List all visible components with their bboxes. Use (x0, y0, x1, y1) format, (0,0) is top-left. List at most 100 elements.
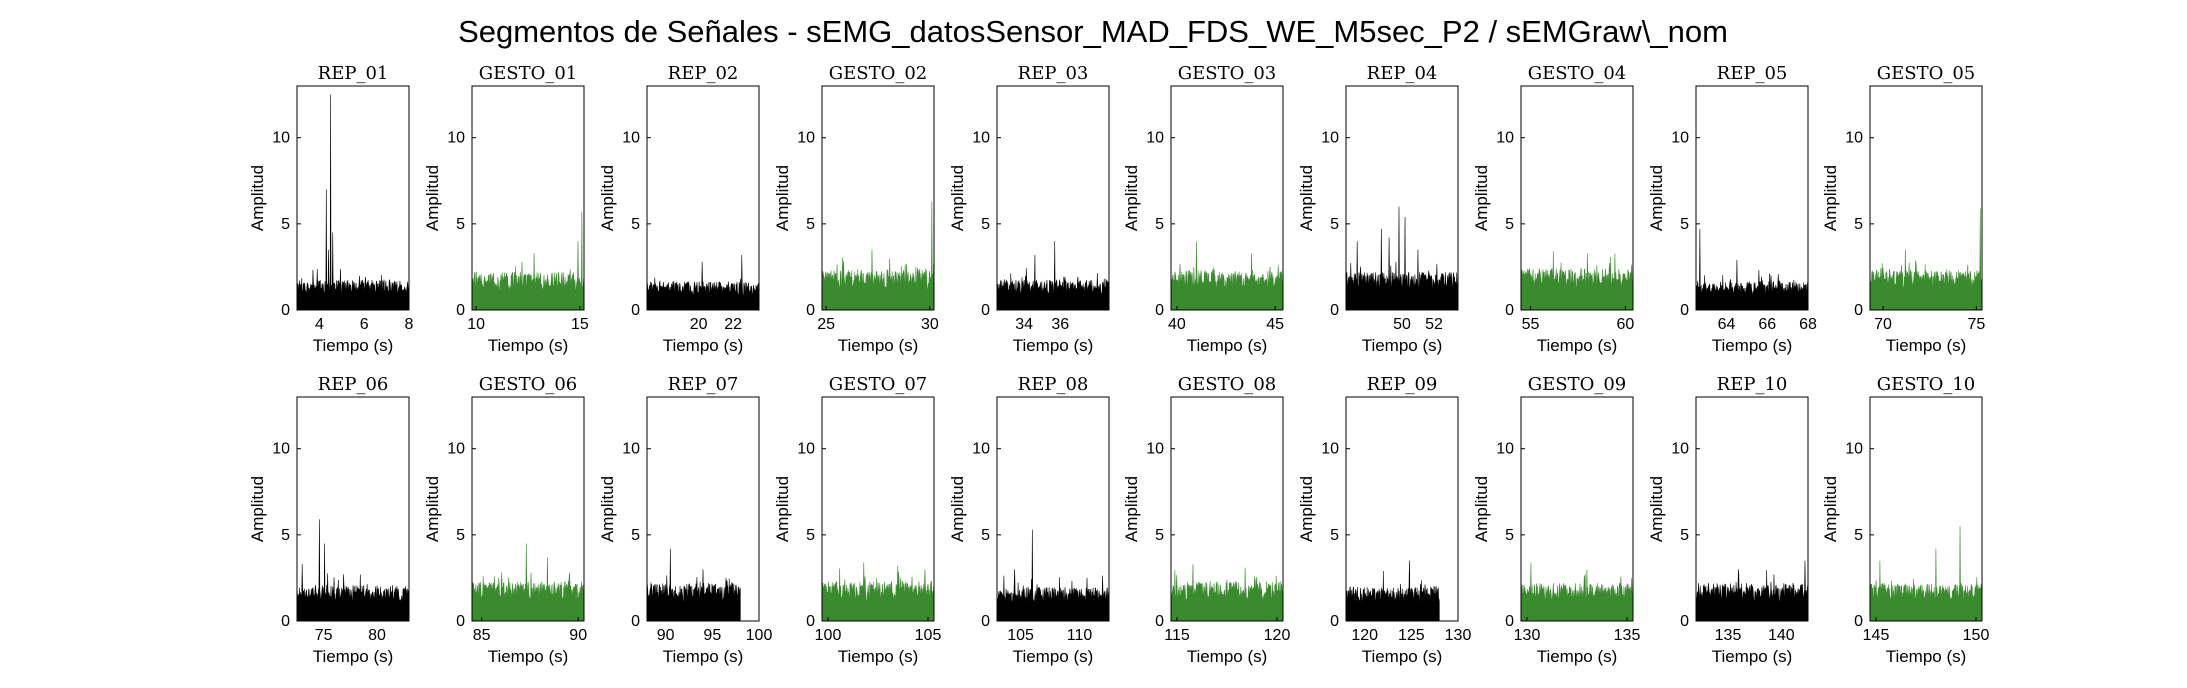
axes-frame (646, 396, 760, 622)
y-axis-label: Amplitud (1821, 476, 1840, 542)
subplot-rep-04: 0 5 10 50 52 REP_04 Tiempo (s) Amplitud (1297, 63, 1459, 355)
x-tick-label: 68 (1799, 316, 1817, 333)
x-axis-label: Tiempo (s) (663, 647, 744, 666)
x-axis-label: Tiempo (s) (1886, 647, 1967, 666)
x-tick-label: 8 (405, 316, 414, 333)
x-axis-label: Tiempo (s) (1712, 647, 1793, 666)
y-tick-label: 10 (1146, 441, 1164, 458)
x-axis-label: Tiempo (s) (663, 336, 744, 355)
x-axis-label: Tiempo (s) (1362, 336, 1443, 355)
axes-frame (1520, 396, 1634, 622)
signal-area (1170, 241, 1284, 311)
x-tick-label: 105 (1007, 627, 1034, 644)
y-tick-label: 5 (456, 216, 465, 233)
x-tick-label: 52 (1425, 316, 1443, 333)
signal-area (1695, 229, 1809, 311)
subplot-title: GESTO_09 (1528, 374, 1627, 395)
subplot-title: REP_05 (1717, 63, 1788, 84)
signal-area (296, 94, 410, 311)
y-axis-label: Amplitud (423, 165, 442, 231)
y-tick-label: 0 (281, 613, 290, 630)
subplot-rep-10: 0 5 10 135 140 REP_10 Tiempo (s) Amplitud (1647, 374, 1809, 666)
subplot-title: REP_02 (668, 63, 739, 84)
subplot-title: GESTO_10 (1877, 374, 1976, 395)
x-tick-label: 25 (817, 316, 835, 333)
x-axis-label: Tiempo (s) (1187, 336, 1268, 355)
subplot-gesto-01: 0 5 10 10 15 GESTO_01 Tiempo (s) Amplitud (423, 63, 589, 355)
signal-area (1695, 560, 1809, 622)
axes-frame (1170, 85, 1284, 311)
subplot-title: GESTO_05 (1877, 63, 1976, 84)
x-axis-label: Tiempo (s) (1013, 647, 1094, 666)
subplot-title: GESTO_03 (1178, 63, 1277, 84)
y-tick-label: 10 (1321, 441, 1339, 458)
x-tick-label: 135 (1614, 627, 1641, 644)
y-tick-label: 0 (1505, 302, 1514, 319)
axes-frame (1869, 396, 1983, 622)
y-axis-label: Amplitud (423, 476, 442, 542)
signal-area (821, 562, 935, 622)
subplot-title: GESTO_01 (479, 63, 578, 84)
x-tick-label: 75 (1968, 316, 1986, 333)
subplot-gesto-06: 0 5 10 85 90 GESTO_06 Tiempo (s) Amplitud (423, 374, 587, 666)
subplot-gesto-05: 0 5 10 70 75 GESTO_05 Tiempo (s) Amplitud (1821, 63, 1985, 355)
subplot-gesto-07: 0 5 10 100 105 GESTO_07 Tiempo (s) Amplitud (773, 374, 941, 666)
axes-frame (296, 85, 410, 311)
axes-frame (1345, 396, 1459, 622)
y-axis-label: Amplitud (248, 165, 267, 231)
subplot-title: REP_01 (318, 63, 389, 84)
subplot-rep-07: 0 5 10 90 95 100 REP_07 Tiempo (s) Amplitud (598, 374, 772, 666)
y-tick-label: 5 (456, 527, 465, 544)
y-tick-label: 5 (1155, 216, 1164, 233)
y-axis-label: Amplitud (948, 165, 967, 231)
y-tick-label: 10 (797, 130, 815, 147)
y-tick-label: 5 (1155, 527, 1164, 544)
y-tick-label: 10 (1321, 130, 1339, 147)
x-tick-label: 110 (1067, 627, 1093, 644)
y-tick-label: 5 (1680, 527, 1689, 544)
x-tick-label: 60 (1617, 316, 1635, 333)
signal-area (996, 241, 1110, 311)
subplot-rep-06: 0 5 10 75 80 REP_06 Tiempo (s) Amplitud (248, 374, 410, 666)
subplot-title: REP_03 (1018, 63, 1089, 84)
y-tick-label: 0 (456, 613, 465, 630)
x-tick-label: 70 (1874, 316, 1892, 333)
x-tick-label: 95 (703, 627, 721, 644)
axes-frame (1869, 85, 1983, 311)
y-tick-label: 10 (1496, 130, 1514, 147)
x-axis-label: Tiempo (s) (838, 647, 919, 666)
subplot-rep-01: 0 5 10 4 6 8 REP_01 Tiempo (s) Amplitud (248, 63, 414, 355)
x-tick-label: 55 (1522, 316, 1540, 333)
axes-frame (471, 85, 585, 311)
signal-area (1345, 206, 1459, 311)
x-tick-label: 36 (1051, 316, 1069, 333)
x-tick-label: 64 (1718, 316, 1736, 333)
signal-area (646, 548, 741, 622)
y-tick-label: 5 (1505, 527, 1514, 544)
subplot-gesto-08: 0 5 10 115 120 GESTO_08 Tiempo (s) Amplitud (1122, 374, 1290, 666)
y-tick-label: 10 (1671, 441, 1689, 458)
x-tick-label: 85 (473, 627, 491, 644)
x-tick-label: 6 (360, 316, 369, 333)
x-tick-label: 30 (921, 316, 939, 333)
subplot-title: REP_06 (318, 374, 389, 395)
y-axis-label: Amplitud (1297, 165, 1316, 231)
signal-area (471, 543, 585, 622)
axes-frame (821, 396, 935, 622)
y-tick-label: 5 (281, 216, 290, 233)
subplot-rep-08: 0 5 10 105 110 REP_08 Tiempo (s) Amplitud (948, 374, 1110, 666)
y-tick-label: 0 (281, 302, 290, 319)
y-tick-label: 5 (1680, 216, 1689, 233)
x-tick-label: 115 (1164, 627, 1190, 644)
x-axis-label: Tiempo (s) (1712, 336, 1793, 355)
x-tick-label: 66 (1758, 316, 1776, 333)
x-axis-label: Tiempo (s) (488, 647, 569, 666)
y-tick-label: 0 (1680, 613, 1689, 630)
y-tick-label: 10 (1845, 441, 1863, 458)
x-tick-label: 125 (1398, 627, 1425, 644)
subplot-title: GESTO_07 (829, 374, 928, 395)
x-tick-label: 10 (467, 316, 485, 333)
y-tick-label: 0 (631, 302, 640, 319)
